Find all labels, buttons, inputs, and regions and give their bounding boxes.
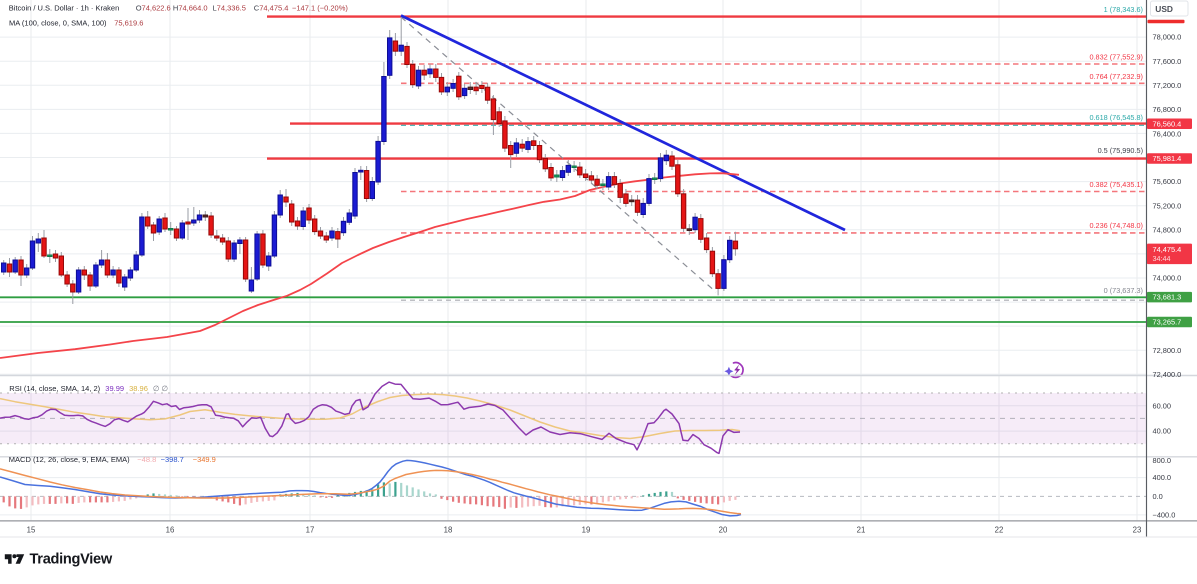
svg-text:0.236 (74,748.0): 0.236 (74,748.0) — [1089, 221, 1143, 230]
svg-text:RSI (14, close, SMA, 14, 2): RSI (14, close, SMA, 14, 2) — [9, 384, 100, 393]
svg-text:75,981.4: 75,981.4 — [1153, 154, 1182, 163]
svg-text:−398.7: −398.7 — [161, 455, 184, 464]
svg-text:MACD (12, 26, close, 9, EMA, E: MACD (12, 26, close, 9, EMA, EMA) — [9, 455, 130, 464]
svg-text:16: 16 — [166, 525, 175, 534]
svg-text:22: 22 — [995, 525, 1004, 534]
svg-text:400.0: 400.0 — [1153, 473, 1172, 482]
svg-text:40.00: 40.00 — [1153, 427, 1172, 436]
svg-text:O74,622.6: O74,622.6 — [136, 4, 171, 13]
svg-text:74,800.0: 74,800.0 — [1153, 225, 1182, 234]
svg-text:17: 17 — [306, 525, 315, 534]
svg-text:18: 18 — [444, 525, 453, 534]
svg-text:Bitcoin / U.S. Dollar · 1h · K: Bitcoin / U.S. Dollar · 1h · Kraken — [9, 4, 119, 13]
svg-text:78,000.0: 78,000.0 — [1153, 33, 1182, 42]
svg-text:∅ ∅: ∅ ∅ — [153, 384, 169, 393]
svg-text:76,800.0: 76,800.0 — [1153, 105, 1182, 114]
svg-text:75,200.0: 75,200.0 — [1153, 201, 1182, 210]
svg-text:73,265.7: 73,265.7 — [1153, 318, 1182, 327]
svg-text:C74,475.4: C74,475.4 — [254, 4, 289, 13]
svg-text:23: 23 — [1133, 525, 1142, 534]
svg-text:USD: USD — [1155, 4, 1173, 14]
svg-text:77,600.0: 77,600.0 — [1153, 57, 1182, 66]
svg-text:75,619.6: 75,619.6 — [114, 19, 143, 28]
svg-text:TradingView: TradingView — [30, 552, 113, 568]
svg-text:73,681.3: 73,681.3 — [1153, 293, 1182, 302]
svg-text:72,800.0: 72,800.0 — [1153, 346, 1182, 355]
svg-text:38.96: 38.96 — [129, 384, 148, 393]
svg-text:0.618 (76,545.8): 0.618 (76,545.8) — [1089, 113, 1143, 122]
svg-text:19: 19 — [582, 525, 591, 534]
svg-text:1 (78,343.6): 1 (78,343.6) — [1104, 5, 1143, 14]
svg-text:20: 20 — [719, 525, 728, 534]
svg-text:−147.1 (−0.20%): −147.1 (−0.20%) — [292, 4, 348, 13]
svg-text:74,475.4: 74,475.4 — [1153, 245, 1182, 254]
svg-text:74,000.0: 74,000.0 — [1153, 274, 1182, 283]
svg-text:−349.9: −349.9 — [193, 455, 216, 464]
svg-text:72,400.0: 72,400.0 — [1153, 370, 1182, 379]
svg-text:34:44: 34:44 — [1153, 254, 1171, 263]
svg-text:0.832 (77,552.9): 0.832 (77,552.9) — [1089, 53, 1143, 62]
svg-text:76,400.0: 76,400.0 — [1153, 130, 1182, 139]
svg-text:75,600.0: 75,600.0 — [1153, 177, 1182, 186]
svg-text:L74,336.5: L74,336.5 — [213, 4, 246, 13]
svg-text:21: 21 — [857, 525, 866, 534]
svg-text:0.382 (75,435.1): 0.382 (75,435.1) — [1089, 180, 1143, 189]
svg-text:−48.8: −48.8 — [137, 455, 156, 464]
svg-text:0.764 (77,232.9): 0.764 (77,232.9) — [1089, 72, 1143, 81]
svg-text:MA (100, close, 0, SMA, 100): MA (100, close, 0, SMA, 100) — [9, 19, 107, 28]
svg-text:H74,664.0: H74,664.0 — [173, 4, 208, 13]
svg-text:−400.0: −400.0 — [1153, 511, 1176, 520]
svg-text:15: 15 — [27, 525, 36, 534]
svg-text:0.5 (75,990.5): 0.5 (75,990.5) — [1098, 146, 1143, 155]
svg-text:77,200.0: 77,200.0 — [1153, 81, 1182, 90]
svg-text:800.0: 800.0 — [1153, 456, 1172, 465]
svg-text:60.00: 60.00 — [1153, 401, 1172, 410]
svg-text:76,560.4: 76,560.4 — [1153, 119, 1182, 128]
svg-text:39.99: 39.99 — [105, 384, 124, 393]
svg-text:0.0: 0.0 — [1153, 492, 1163, 501]
svg-text:0 (73,637.3): 0 (73,637.3) — [1104, 286, 1143, 295]
